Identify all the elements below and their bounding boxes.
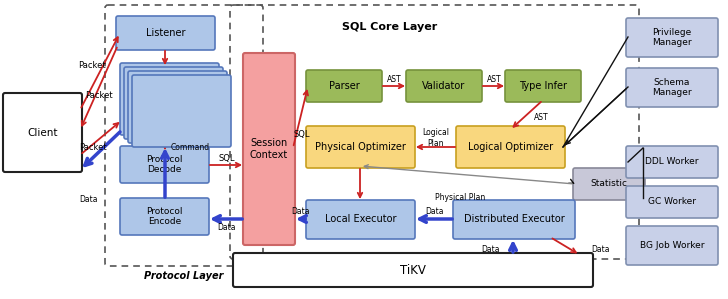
Text: Validator: Validator: [422, 81, 466, 91]
FancyBboxPatch shape: [306, 70, 382, 102]
Text: Data: Data: [590, 245, 609, 254]
Text: Logical Optimizer: Logical Optimizer: [468, 142, 553, 152]
FancyBboxPatch shape: [306, 126, 415, 168]
FancyBboxPatch shape: [626, 146, 718, 178]
Text: Protocol
Encode: Protocol Encode: [146, 207, 183, 226]
Text: Connection
Context: Connection Context: [144, 89, 195, 109]
Text: Protocol
Decode: Protocol Decode: [146, 155, 183, 174]
FancyBboxPatch shape: [116, 16, 215, 50]
Text: GC Worker: GC Worker: [648, 198, 696, 207]
Text: Parser: Parser: [328, 81, 360, 91]
FancyBboxPatch shape: [120, 63, 219, 135]
Text: DDL Worker: DDL Worker: [645, 158, 699, 167]
Text: SQL Core Layer: SQL Core Layer: [342, 22, 438, 32]
Text: TiKV: TiKV: [400, 263, 426, 277]
Text: Privilege
Manager: Privilege Manager: [652, 28, 692, 47]
Text: AST: AST: [387, 74, 401, 83]
FancyBboxPatch shape: [124, 67, 223, 139]
Text: Local Executor: Local Executor: [325, 214, 396, 225]
Text: SQL: SQL: [294, 130, 310, 140]
FancyBboxPatch shape: [120, 146, 209, 183]
Text: Packet: Packet: [79, 144, 107, 152]
Text: AST: AST: [534, 114, 548, 123]
FancyBboxPatch shape: [453, 200, 575, 239]
FancyBboxPatch shape: [573, 168, 645, 200]
Text: Schema
Manager: Schema Manager: [652, 78, 692, 97]
FancyBboxPatch shape: [128, 71, 227, 143]
FancyBboxPatch shape: [626, 226, 718, 265]
FancyBboxPatch shape: [243, 53, 295, 245]
Text: Protocol Layer: Protocol Layer: [144, 271, 223, 281]
Text: Type Infer: Type Infer: [519, 81, 567, 91]
FancyBboxPatch shape: [120, 198, 209, 235]
Text: Data: Data: [290, 208, 309, 216]
Text: Session
Context: Session Context: [250, 138, 288, 160]
FancyBboxPatch shape: [132, 75, 231, 147]
Text: Data: Data: [480, 245, 499, 254]
Text: Client: Client: [27, 127, 58, 138]
Text: Packet: Packet: [78, 60, 106, 69]
Text: Command: Command: [171, 143, 210, 152]
Text: Data: Data: [217, 222, 235, 231]
Text: SQL: SQL: [218, 153, 235, 162]
Text: Physical Optimizer: Physical Optimizer: [315, 142, 406, 152]
Text: Data: Data: [426, 208, 444, 216]
Text: Data: Data: [79, 196, 98, 205]
Text: Listener: Listener: [146, 28, 185, 38]
FancyBboxPatch shape: [626, 186, 718, 218]
FancyBboxPatch shape: [406, 70, 482, 102]
FancyBboxPatch shape: [456, 126, 565, 168]
Text: AST: AST: [487, 74, 502, 83]
FancyBboxPatch shape: [505, 70, 581, 102]
Text: Physical Plan: Physical Plan: [435, 193, 485, 202]
Text: Logical
Plan: Logical Plan: [422, 128, 449, 148]
FancyBboxPatch shape: [233, 253, 593, 287]
FancyBboxPatch shape: [626, 18, 718, 57]
FancyBboxPatch shape: [626, 68, 718, 107]
Text: BG Job Worker: BG Job Worker: [640, 241, 704, 250]
Text: Distributed Executor: Distributed Executor: [464, 214, 564, 225]
Text: Statistic: Statistic: [590, 179, 628, 188]
Text: Packet: Packet: [85, 91, 113, 100]
FancyBboxPatch shape: [306, 200, 415, 239]
FancyBboxPatch shape: [3, 93, 82, 172]
